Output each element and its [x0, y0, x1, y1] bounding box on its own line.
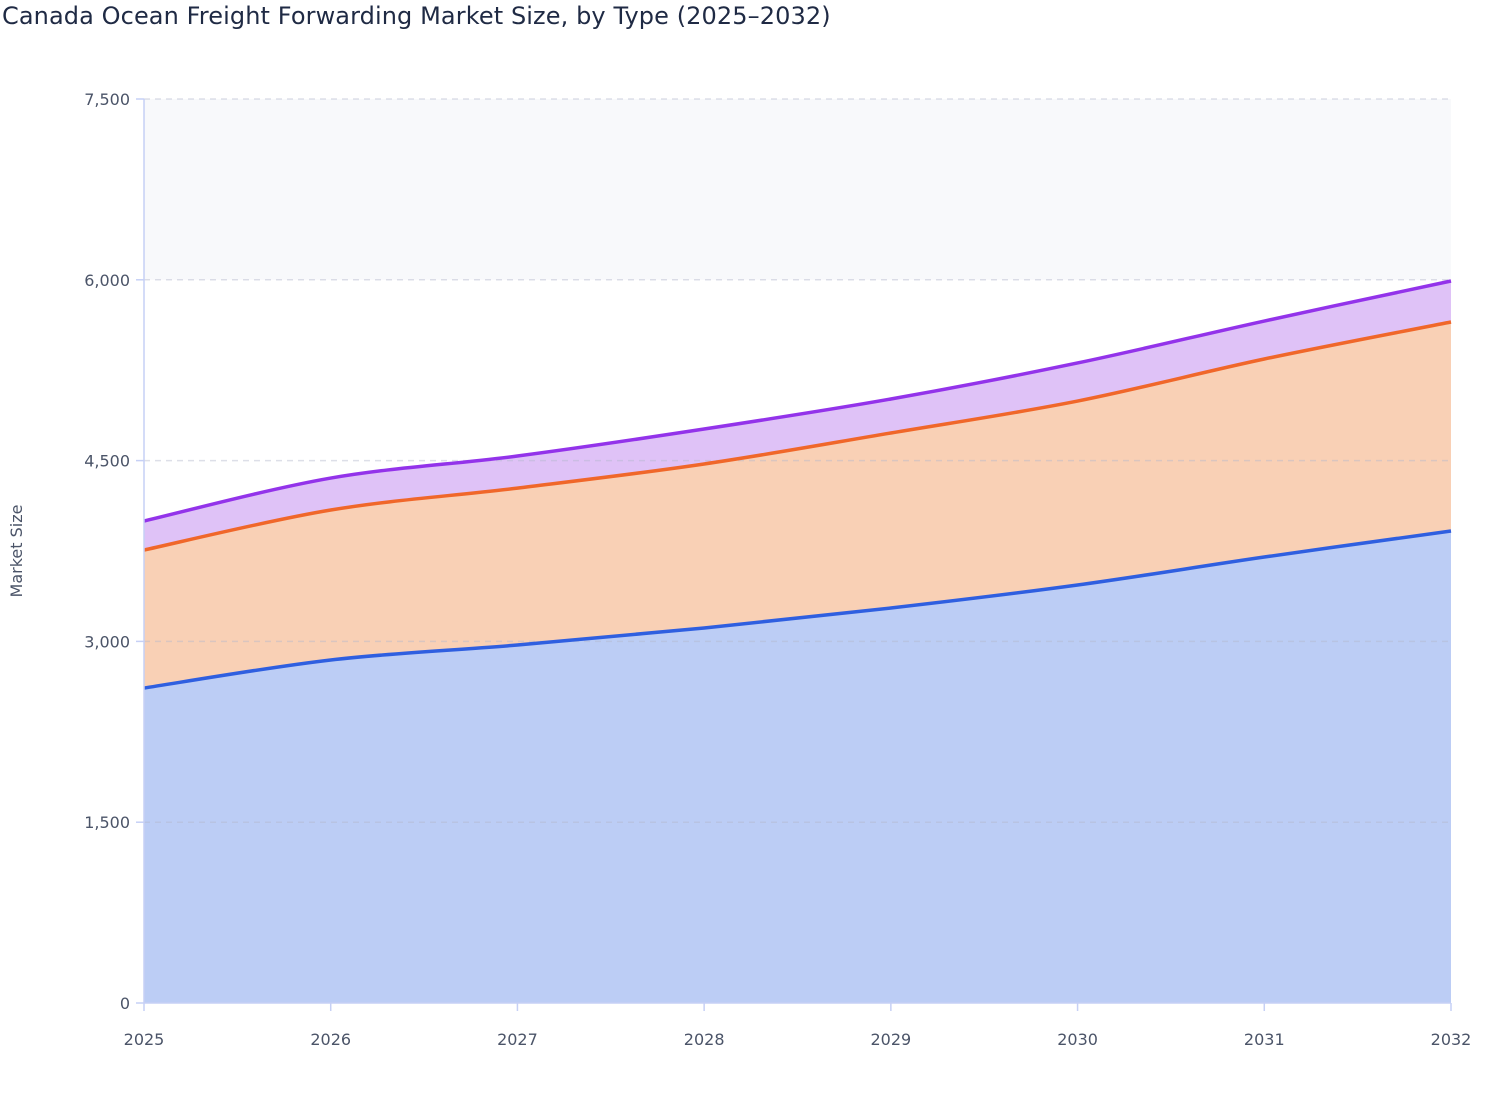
y-tick-label: 3,000: [84, 632, 130, 651]
y-tick-label: 4,500: [84, 452, 130, 471]
line-series-3: [143, 279, 1452, 523]
plot-band: [144, 99, 1451, 280]
chart-title: Canada Ocean Freight Forwarding Market S…: [2, 2, 831, 30]
x-tick-label: 2028: [684, 1030, 725, 1049]
y-tick-label: 0: [120, 994, 130, 1013]
y-tick-label: 6,000: [84, 271, 130, 290]
x-tick-label: 2027: [497, 1030, 538, 1049]
x-tick-label: 2032: [1431, 1030, 1472, 1049]
area-series-2: [144, 321, 1451, 689]
line-series-1: [143, 529, 1452, 690]
y-axis-title: Market Size: [7, 505, 26, 598]
x-tick-label: 2026: [310, 1030, 351, 1049]
x-tick-label: 2025: [124, 1030, 165, 1049]
y-tick-label: 1,500: [84, 813, 130, 832]
y-tick-label: 7,500: [84, 90, 130, 109]
line-series-2: [143, 320, 1452, 552]
x-tick-label: 2030: [1057, 1030, 1098, 1049]
x-tick-label: 2029: [870, 1030, 911, 1049]
x-tick-label: 2031: [1244, 1030, 1285, 1049]
